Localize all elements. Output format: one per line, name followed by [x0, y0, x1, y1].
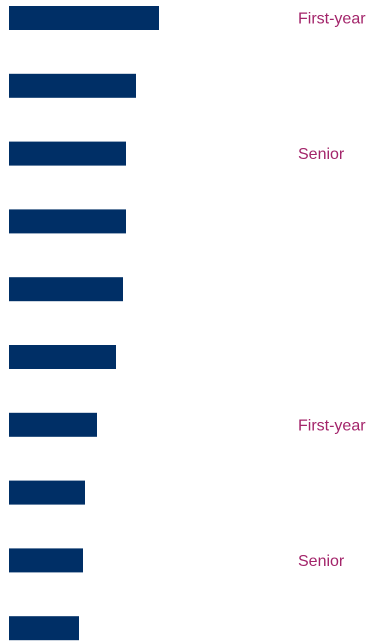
- bar-5: [9, 277, 123, 302]
- row-label-9: Senior: [298, 553, 345, 570]
- row-label-7: First-year: [298, 417, 366, 434]
- bar-4: [9, 209, 126, 234]
- bar-2: [9, 73, 136, 98]
- bar-6: [9, 345, 116, 369]
- bar-1: [9, 6, 159, 30]
- bar-10: [9, 616, 79, 641]
- bar-3: [9, 141, 126, 166]
- bar-8: [9, 480, 85, 505]
- bars-group: [9, 6, 159, 641]
- bar-9: [9, 548, 83, 573]
- row-labels-group: First-year Senior First-year Senior: [298, 11, 366, 570]
- row-label-1: First-year: [298, 11, 366, 28]
- row-label-3: Senior: [298, 146, 345, 163]
- bar-7: [9, 412, 97, 437]
